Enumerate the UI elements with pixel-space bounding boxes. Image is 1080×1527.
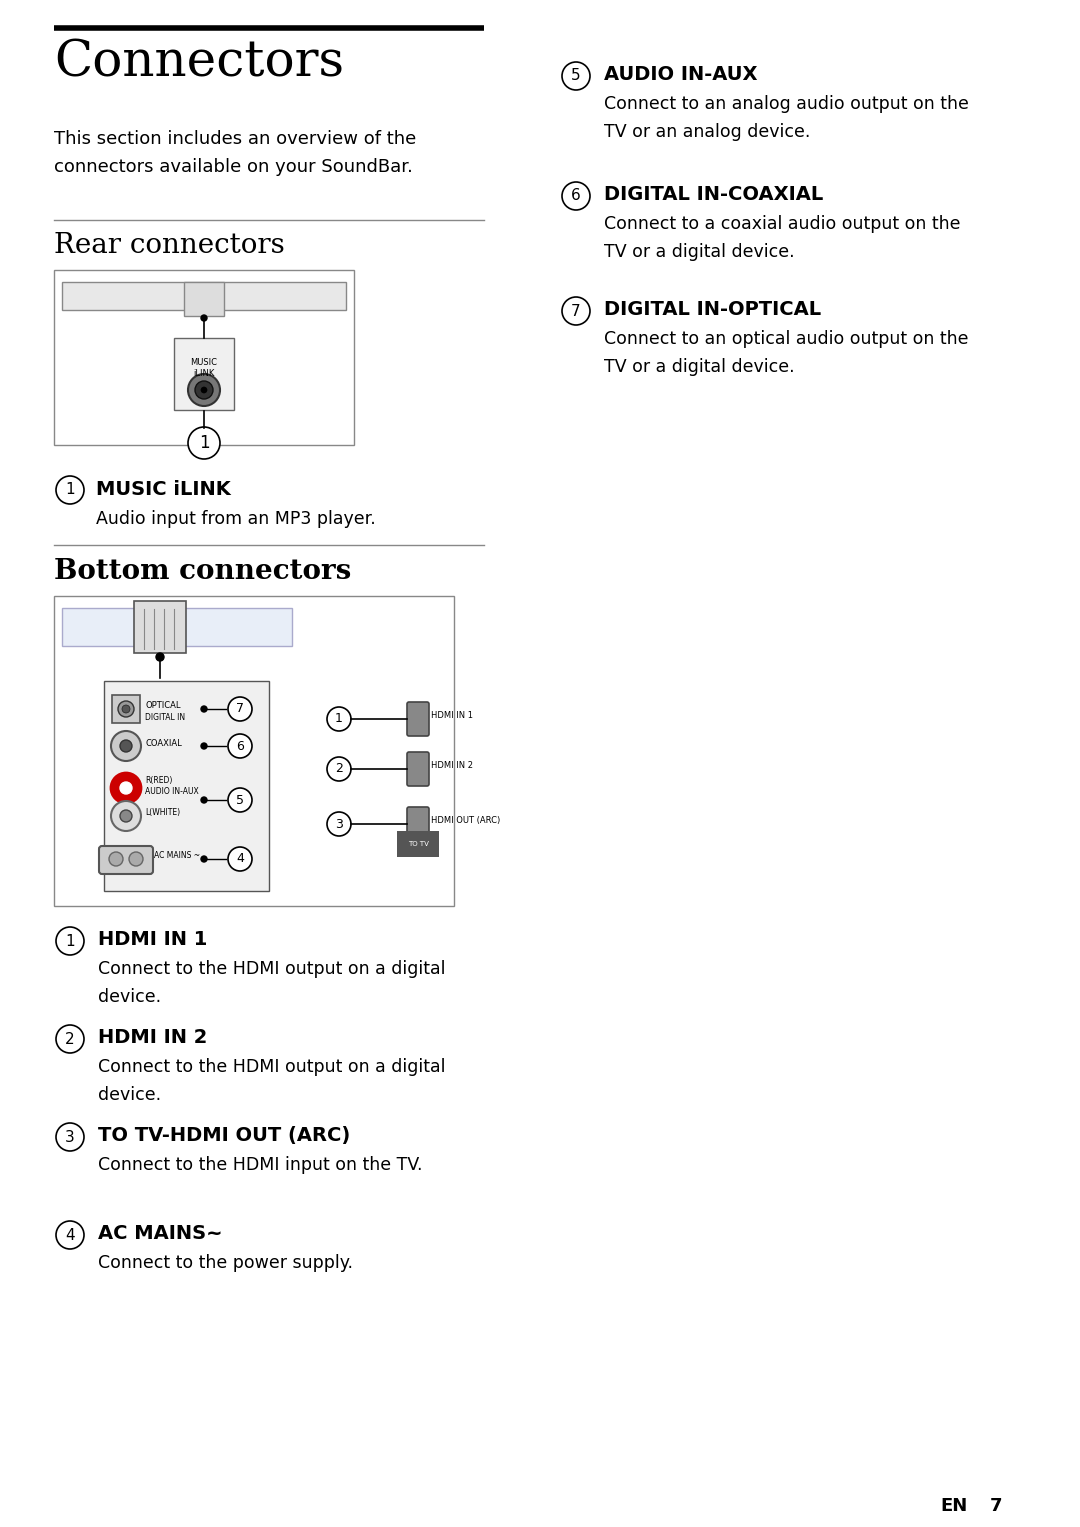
Bar [112,695,140,722]
Text: DIGITAL IN: DIGITAL IN [145,713,185,721]
Text: TO TV: TO TV [407,841,429,847]
Text: AUDIO IN-AUX: AUDIO IN-AUX [145,788,199,797]
Circle shape [201,857,207,863]
Text: 4: 4 [237,852,244,866]
Text: HDMI IN 1: HDMI IN 1 [431,712,473,721]
Circle shape [327,812,351,835]
Text: 3: 3 [65,1130,75,1145]
Circle shape [120,809,132,822]
Circle shape [562,296,590,325]
Text: AC MAINS ~: AC MAINS ~ [154,852,200,861]
Circle shape [327,757,351,780]
Circle shape [228,696,252,721]
Circle shape [201,315,207,321]
Text: DIGITAL IN-OPTICAL: DIGITAL IN-OPTICAL [604,299,821,319]
Circle shape [228,734,252,757]
Circle shape [120,782,132,794]
FancyBboxPatch shape [99,846,153,873]
Text: AUDIO IN-AUX: AUDIO IN-AUX [604,66,757,84]
Circle shape [327,707,351,731]
Circle shape [118,701,134,718]
Circle shape [56,476,84,504]
Circle shape [56,927,84,954]
Text: 7: 7 [571,304,581,319]
Circle shape [129,852,143,866]
Circle shape [201,744,207,750]
Text: Audio input from an MP3 player.: Audio input from an MP3 player. [96,510,376,528]
Circle shape [120,741,132,751]
Text: 6: 6 [237,739,244,753]
Circle shape [56,1122,84,1151]
Text: 5: 5 [237,794,244,806]
Text: 6: 6 [571,188,581,203]
Text: 1: 1 [65,483,75,498]
Circle shape [562,182,590,211]
Text: Connect to the HDMI output on a digital
device.: Connect to the HDMI output on a digital … [98,960,446,1006]
Text: MUSIC
iLINK: MUSIC iLINK [190,357,217,379]
Text: TO TV-HDMI OUT (ARC): TO TV-HDMI OUT (ARC) [98,1125,350,1145]
Circle shape [228,847,252,870]
Circle shape [188,428,220,460]
Text: HDMI IN 2: HDMI IN 2 [98,1028,207,1048]
Text: 1: 1 [199,434,210,452]
Circle shape [156,654,164,661]
Circle shape [56,1222,84,1249]
Text: 2: 2 [335,762,343,776]
Text: 3: 3 [335,817,343,831]
Text: HDMI IN 1: HDMI IN 1 [98,930,207,948]
FancyBboxPatch shape [407,806,429,841]
Text: 2: 2 [65,1032,75,1046]
Text: Connect to an analog audio output on the
TV or an analog device.: Connect to an analog audio output on the… [604,95,969,140]
Text: HDMI IN 2: HDMI IN 2 [431,762,473,771]
Text: R(RED): R(RED) [145,776,173,785]
Text: Connect to the HDMI output on a digital
device.: Connect to the HDMI output on a digital … [98,1058,446,1104]
Text: 1: 1 [335,713,343,725]
Text: MUSIC iLINK: MUSIC iLINK [96,479,231,499]
FancyBboxPatch shape [407,702,429,736]
Circle shape [188,374,220,406]
Circle shape [111,731,141,760]
Text: OPTICAL: OPTICAL [145,701,180,710]
Circle shape [201,386,207,392]
FancyBboxPatch shape [407,751,429,786]
Circle shape [201,797,207,803]
Text: Connect to a coaxial audio output on the
TV or a digital device.: Connect to a coaxial audio output on the… [604,215,960,261]
Text: 5: 5 [571,69,581,84]
Text: Connectors: Connectors [54,38,345,87]
Circle shape [201,705,207,712]
Text: Connect to the HDMI input on the TV.: Connect to the HDMI input on the TV. [98,1156,422,1174]
Text: Rear connectors: Rear connectors [54,232,285,260]
Text: Connect to an optical audio output on the
TV or a digital device.: Connect to an optical audio output on th… [604,330,969,376]
Bar [104,681,269,890]
Text: L(WHITE): L(WHITE) [145,808,180,817]
Text: Bottom connectors: Bottom connectors [54,557,351,585]
Circle shape [56,1025,84,1054]
Bar [174,337,234,411]
Bar [134,602,186,654]
Circle shape [122,705,130,713]
Text: 1: 1 [65,933,75,948]
Text: EN: EN [940,1496,968,1515]
Text: This section includes an overview of the
connectors available on your SoundBar.: This section includes an overview of the… [54,130,416,176]
Bar [62,608,292,646]
Circle shape [111,802,141,831]
Circle shape [562,63,590,90]
Text: 7: 7 [237,702,244,716]
Text: DIGITAL IN-COAXIAL: DIGITAL IN-COAXIAL [604,185,823,205]
Circle shape [111,773,141,803]
Text: COAXIAL: COAXIAL [145,739,181,748]
Bar [62,282,346,310]
Bar [54,270,354,444]
Circle shape [195,382,213,399]
Text: AC MAINS~: AC MAINS~ [98,1225,222,1243]
Bar [184,282,224,316]
Text: 7: 7 [990,1496,1002,1515]
Circle shape [109,852,123,866]
Bar [54,596,454,906]
Text: HDMI OUT (ARC): HDMI OUT (ARC) [431,817,500,826]
Circle shape [228,788,252,812]
Text: 4: 4 [65,1228,75,1243]
Text: Connect to the power supply.: Connect to the power supply. [98,1254,353,1272]
